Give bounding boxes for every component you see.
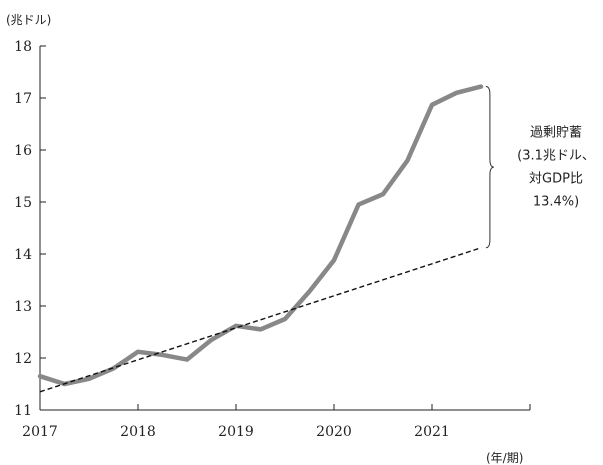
y-tick-label: 15	[14, 195, 32, 211]
y-tick-label: 12	[14, 351, 32, 367]
annotation-text-line: 対GDP比	[529, 172, 583, 187]
x-unit-label: (年/期)	[486, 451, 523, 465]
x-tick-label: 2020	[316, 424, 352, 440]
savings-series-line	[37, 84, 484, 387]
y-tick-label: 13	[14, 299, 32, 315]
y-unit-label: (兆ドル)	[6, 13, 51, 27]
x-tick-label: 2018	[120, 424, 156, 440]
y-tick-label: 18	[14, 39, 32, 55]
y-tick-label: 14	[14, 247, 32, 263]
trend-line	[39, 247, 482, 393]
series-layer	[37, 84, 484, 393]
y-tick-label: 16	[14, 143, 32, 159]
annotation-layer: 過剰貯蓄 (3.1兆ドル、対GDP比 13.4%)	[485, 86, 595, 249]
annotation-text-line: 13.4%)	[533, 195, 579, 210]
y-tick-label: 11	[14, 403, 32, 419]
annotation-brace	[485, 86, 494, 249]
x-tick-label: 2019	[218, 424, 254, 440]
x-tick-label: 2017	[22, 424, 58, 440]
x-tick-label: 2021	[414, 424, 450, 440]
y-axis: 11 12 13 14 15 16 17 18	[14, 39, 46, 419]
annotation-text-line: 過剰貯蓄	[530, 126, 582, 141]
x-axis: 2017 2018 2019 2020 2021	[22, 404, 531, 440]
y-tick-label: 17	[14, 91, 32, 107]
annotation-text-line: (3.1兆ドル、	[517, 149, 595, 164]
